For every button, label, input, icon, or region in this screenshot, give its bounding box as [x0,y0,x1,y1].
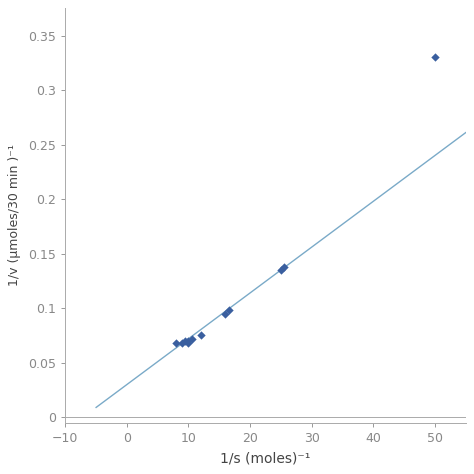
Point [431,54,438,61]
Point [173,339,180,347]
Point [179,339,186,347]
Point [280,263,288,271]
Point [185,337,192,345]
Point [188,335,195,343]
Point [277,266,285,274]
X-axis label: 1/s (moles)⁻¹: 1/s (moles)⁻¹ [220,452,310,465]
Point [197,332,205,339]
Point [185,339,192,347]
Point [225,307,232,314]
Point [222,310,229,318]
Y-axis label: 1/v (μmoles/30 min )⁻¹: 1/v (μmoles/30 min )⁻¹ [9,145,21,286]
Point [182,337,189,345]
